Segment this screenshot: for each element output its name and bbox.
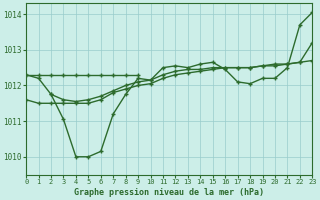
X-axis label: Graphe pression niveau de la mer (hPa): Graphe pression niveau de la mer (hPa): [74, 188, 264, 197]
